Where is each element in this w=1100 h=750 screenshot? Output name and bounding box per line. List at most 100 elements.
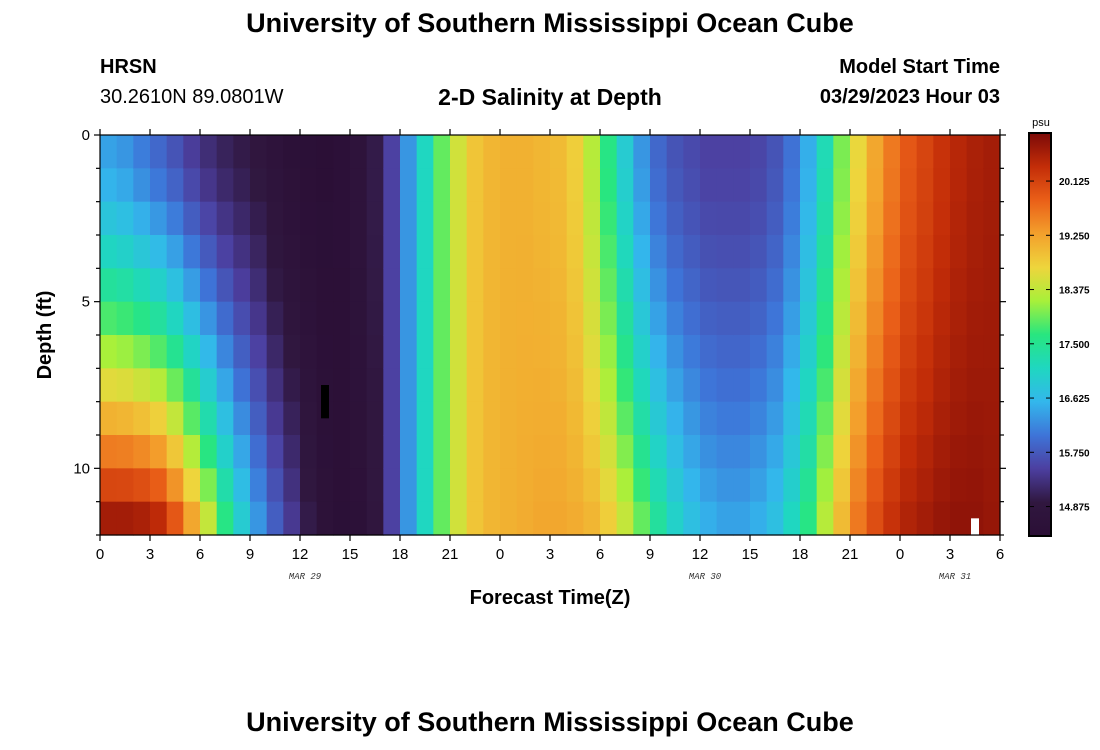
heatmap-cell: [816, 235, 834, 269]
heatmap-cell: [966, 435, 984, 469]
x-tick-label: 9: [646, 546, 654, 563]
heatmap-cell: [700, 301, 718, 336]
heatmap-cell: [466, 235, 484, 269]
heatmap-cell: [150, 468, 168, 503]
heatmap-cell: [866, 501, 884, 536]
heatmap-cell: [300, 235, 318, 269]
heatmap-cell: [900, 268, 918, 303]
heatmap-cell: [316, 235, 334, 269]
heatmap-cell: [350, 501, 368, 536]
station-coordinates: 30.2610N 89.0801W: [100, 86, 284, 108]
heatmap-cell: [366, 268, 384, 303]
heatmap-cell: [116, 401, 134, 436]
heatmap-cell: [700, 168, 718, 203]
heatmap-cell: [533, 468, 551, 503]
x-axis-label: Forecast Time(Z): [470, 587, 631, 609]
heatmap-cell: [250, 401, 268, 436]
heatmap-cell: [833, 135, 851, 169]
heatmap-cell: [933, 268, 951, 303]
heatmap-cell: [116, 268, 134, 303]
heatmap-cell: [783, 435, 801, 469]
x-tick-label: 21: [842, 546, 859, 563]
heatmap-cell: [983, 435, 1001, 469]
heatmap-cell: [500, 268, 518, 303]
heatmap-cell: [950, 168, 968, 203]
heatmap-cell: [666, 401, 684, 436]
heatmap-cell: [400, 468, 418, 503]
heatmap-cell: [700, 135, 718, 169]
heatmap-cell: [400, 168, 418, 203]
heatmap-cell: [216, 301, 234, 336]
heatmap-cell: [333, 501, 351, 536]
heatmap-cell: [583, 268, 601, 303]
heatmap-cell: [450, 435, 468, 469]
heatmap-cell: [383, 468, 401, 503]
heatmap-cell: [350, 235, 368, 269]
heatmap-cell: [416, 135, 434, 169]
heatmap-cell: [150, 268, 168, 303]
heatmap-cell: [600, 501, 618, 536]
heatmap-cell: [866, 335, 884, 369]
heatmap-cell: [533, 135, 551, 169]
heatmap-cell: [600, 435, 618, 469]
heatmap-cell: [233, 335, 251, 369]
heatmap-cell: [733, 201, 751, 236]
heatmap-cell: [783, 501, 801, 536]
heatmap-cell: [466, 168, 484, 203]
heatmap-cell: [733, 301, 751, 336]
heatmap-cell: [383, 368, 401, 403]
y-axis-label: Depth (ft): [34, 291, 56, 380]
heatmap-cell: [766, 501, 784, 536]
heatmap-cell: [500, 335, 518, 369]
heatmap-cell: [116, 435, 134, 469]
heatmap-cell: [800, 401, 818, 436]
heatmap-cell: [616, 135, 634, 169]
heatmap-cell: [983, 368, 1001, 403]
heatmap-cell: [533, 235, 551, 269]
heatmap-cell: [750, 268, 768, 303]
heatmap-cell: [400, 501, 418, 536]
heatmap-cell: [266, 335, 284, 369]
heatmap-cell: [133, 135, 151, 169]
heatmap-cell: [516, 468, 534, 503]
heatmap-cell: [783, 201, 801, 236]
heatmap-cell: [900, 501, 918, 536]
heatmap-cell: [383, 435, 401, 469]
heatmap-cell: [750, 168, 768, 203]
heatmap-cell: [850, 135, 868, 169]
heatmap-cell: [100, 268, 118, 303]
heatmap-cell: [650, 268, 668, 303]
heatmap-cell: [133, 268, 151, 303]
heatmap-cell: [800, 268, 818, 303]
heatmap-cell: [950, 335, 968, 369]
heatmap-cell: [500, 135, 518, 169]
heatmap-cell: [650, 468, 668, 503]
heatmap-cell: [566, 268, 584, 303]
heatmap-cell: [783, 168, 801, 203]
heatmap-cell: [100, 168, 118, 203]
heatmap-cell: [566, 168, 584, 203]
heatmap-cell: [450, 201, 468, 236]
heatmap-cell: [250, 135, 268, 169]
heatmap-cell: [633, 468, 651, 503]
heatmap-cell: [683, 301, 701, 336]
heatmap-cell: [700, 235, 718, 269]
heatmap-cell: [550, 468, 568, 503]
heatmap-cell: [783, 268, 801, 303]
heatmap-cell: [250, 168, 268, 203]
heatmap-cell: [616, 201, 634, 236]
heatmap-cell: [300, 468, 318, 503]
heatmap-cell: [533, 301, 551, 336]
heatmap-cell: [100, 135, 118, 169]
heatmap-cell: [700, 201, 718, 236]
heatmap-cell: [316, 335, 334, 369]
heatmap-cell: [550, 201, 568, 236]
heatmap-cell: [150, 401, 168, 436]
heatmap-cell: [183, 401, 201, 436]
heatmap-cell: [366, 235, 384, 269]
heatmap-cell: [316, 301, 334, 336]
heatmap-cell: [383, 268, 401, 303]
heatmap-cell: [250, 501, 268, 536]
heatmap-marker: [971, 518, 979, 535]
heatmap-cell: [633, 201, 651, 236]
